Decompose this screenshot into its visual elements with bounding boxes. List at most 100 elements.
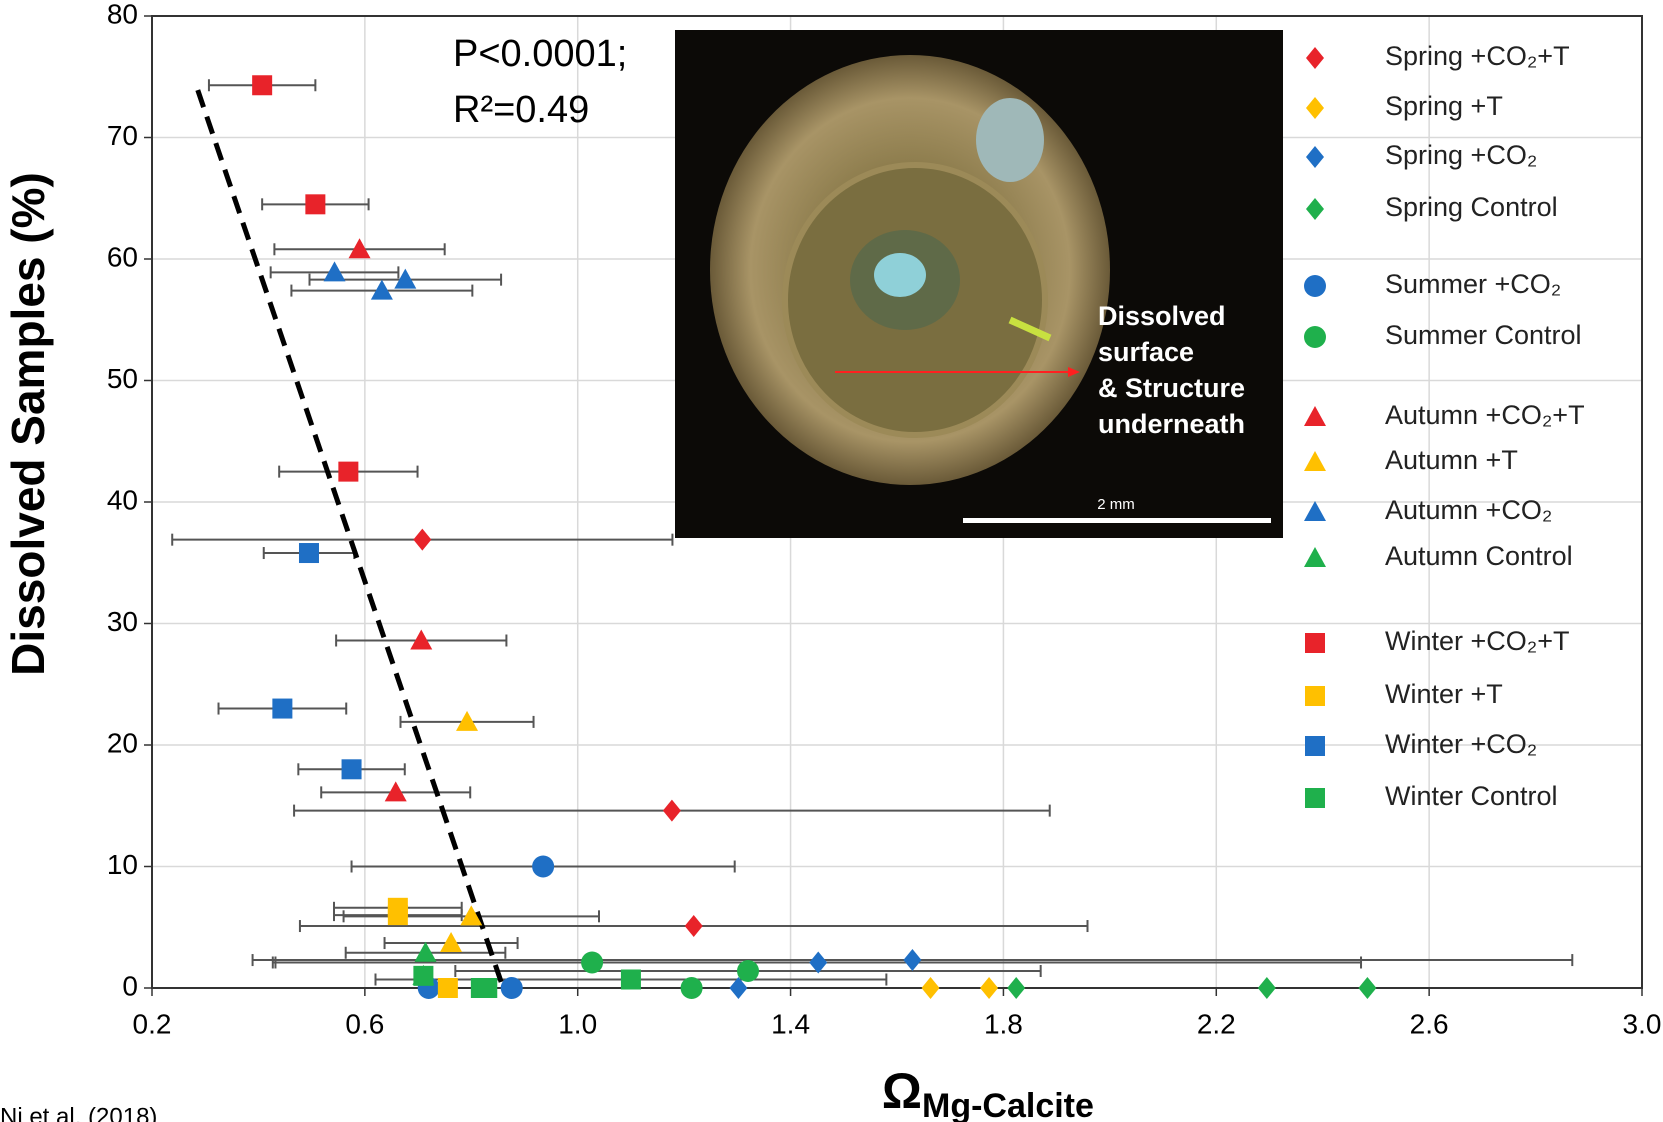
point bbox=[440, 932, 463, 953]
legend-entry: Summer Control bbox=[1304, 320, 1582, 350]
legend-label: Winter Control bbox=[1385, 781, 1558, 811]
legend-label: Spring +CO₂+T bbox=[1385, 41, 1570, 71]
shell-aperture bbox=[976, 98, 1044, 182]
legend-label: Winter +CO₂ bbox=[1385, 729, 1537, 759]
photo-annotation: Dissolved bbox=[1098, 301, 1226, 331]
point bbox=[305, 194, 326, 215]
legend-marker bbox=[1305, 788, 1325, 808]
y-tick-label: 60 bbox=[107, 241, 138, 272]
y-tick-label: 20 bbox=[107, 727, 138, 758]
point bbox=[456, 710, 479, 731]
point bbox=[410, 629, 433, 650]
legend-label: Spring +CO₂ bbox=[1385, 140, 1537, 170]
plot-frame bbox=[151, 15, 1643, 989]
point bbox=[684, 915, 703, 938]
x-axis-title: Ω bbox=[882, 1063, 922, 1119]
legend-label: Autumn +CO₂+T bbox=[1385, 400, 1585, 430]
x-axis-title-subscript: Mg-Calcite bbox=[922, 1087, 1094, 1122]
legend-marker bbox=[1306, 47, 1324, 69]
point bbox=[387, 905, 408, 926]
legend-label: Autumn +CO₂ bbox=[1385, 495, 1552, 525]
legend-label: Autumn +T bbox=[1385, 445, 1518, 475]
point bbox=[680, 977, 703, 999]
point bbox=[581, 951, 604, 974]
legend-marker bbox=[1304, 406, 1326, 426]
legend-label: Autumn Control bbox=[1385, 541, 1573, 571]
x-tick-label: 2.6 bbox=[1410, 1008, 1449, 1039]
point bbox=[500, 977, 523, 999]
y-tick-label: 80 bbox=[107, 0, 138, 29]
photo-annotation: & Structure bbox=[1098, 373, 1245, 403]
legend-entry: Autumn +T bbox=[1304, 445, 1518, 475]
point bbox=[460, 905, 483, 926]
legend-marker bbox=[1305, 736, 1325, 756]
annotation: R²=0.49 bbox=[453, 89, 589, 131]
point bbox=[737, 959, 759, 982]
point bbox=[414, 941, 437, 962]
point bbox=[620, 969, 641, 990]
highlight bbox=[1008, 316, 1052, 342]
legend-entry: Winter +CO₂+T bbox=[1305, 626, 1570, 656]
x-tick-label: 2.2 bbox=[1197, 1008, 1236, 1039]
legend-entry: Autumn +CO₂+T bbox=[1304, 400, 1585, 430]
legend-marker bbox=[1304, 326, 1326, 348]
y-tick-label: 10 bbox=[107, 849, 138, 880]
legend-label: Spring Control bbox=[1385, 192, 1558, 222]
x-tick-label: 0.2 bbox=[133, 1008, 172, 1039]
y-tick-label: 50 bbox=[107, 363, 138, 394]
x-tick-label: 3.0 bbox=[1623, 1008, 1662, 1039]
y-tick-label: 40 bbox=[107, 484, 138, 515]
photo-annotation: surface bbox=[1098, 337, 1194, 367]
point bbox=[394, 268, 417, 289]
arrow-head bbox=[1068, 367, 1080, 377]
legend-label: Summer +CO₂ bbox=[1385, 269, 1561, 299]
x-tick-label: 1.0 bbox=[558, 1008, 597, 1039]
legend-entry: Spring +CO₂+T bbox=[1306, 41, 1570, 71]
legend-marker bbox=[1304, 451, 1326, 471]
point bbox=[1358, 977, 1377, 999]
legend-marker bbox=[1306, 97, 1324, 119]
point bbox=[921, 977, 940, 999]
point bbox=[1007, 977, 1026, 999]
point bbox=[413, 965, 434, 986]
shell-dissolved bbox=[874, 253, 926, 297]
y-tick-label: 70 bbox=[107, 120, 138, 151]
point bbox=[729, 977, 748, 999]
point bbox=[348, 238, 371, 259]
point bbox=[662, 799, 681, 822]
legend-marker bbox=[1304, 275, 1326, 297]
legend-entry: Autumn +CO₂ bbox=[1304, 495, 1552, 525]
point bbox=[1257, 977, 1276, 999]
point bbox=[809, 951, 828, 974]
point bbox=[323, 261, 346, 282]
scale-label: 2 mm bbox=[1097, 496, 1135, 513]
source: Ni et al. (2018) bbox=[0, 1103, 157, 1122]
legend-marker bbox=[1304, 547, 1326, 567]
point bbox=[341, 759, 362, 780]
point bbox=[903, 949, 922, 972]
legend-label: Summer Control bbox=[1385, 320, 1582, 350]
legend-entry: Winter +T bbox=[1305, 679, 1503, 709]
point bbox=[437, 978, 458, 998]
point bbox=[384, 781, 407, 802]
legend-marker bbox=[1306, 146, 1324, 168]
y-tick-label: 30 bbox=[107, 606, 138, 637]
legend-label: Spring +T bbox=[1385, 91, 1503, 121]
point bbox=[413, 528, 432, 551]
point bbox=[980, 977, 999, 999]
grid: 0 10 20 30 40 50 60 70 80 0.2 0.6 1.0 1.4 1.8 2.2 2.6 3.… bbox=[107, 0, 1662, 1039]
legend-marker bbox=[1305, 633, 1325, 653]
legend-entry: Spring +CO₂ bbox=[1306, 140, 1537, 170]
legend-label: Winter +CO₂+T bbox=[1385, 626, 1570, 656]
trend-line bbox=[195, 89, 506, 989]
point bbox=[477, 978, 498, 998]
x-tick-label: 0.6 bbox=[345, 1008, 384, 1039]
point bbox=[272, 698, 293, 719]
legend-entry: Spring Control bbox=[1306, 192, 1558, 222]
legend-marker bbox=[1305, 686, 1325, 706]
legend-entry: Summer +CO₂ bbox=[1304, 269, 1561, 299]
legend-marker bbox=[1304, 501, 1326, 521]
scale-bar bbox=[963, 518, 1271, 523]
